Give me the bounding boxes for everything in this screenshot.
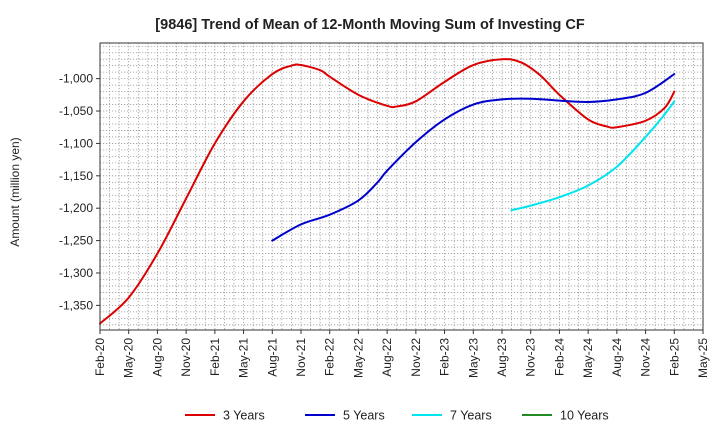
y-tick-label: -1,100 (59, 136, 93, 150)
series-line-3-years (99, 58, 676, 325)
x-tick-label: Nov-20 (179, 338, 193, 377)
x-tick-label: May-25 (696, 338, 710, 378)
x-tick-label: Feb-23 (438, 338, 452, 376)
series-layer (99, 58, 676, 325)
x-tick-label: Aug-24 (610, 338, 624, 377)
y-tick-label: -1,200 (59, 201, 93, 215)
legend-item-10-years: 10 Years (522, 409, 609, 423)
y-tick-label: -1,250 (59, 234, 93, 248)
plot-area (100, 43, 703, 330)
x-tick-label: Feb-24 (552, 338, 566, 376)
x-tick-label: May-20 (122, 338, 136, 378)
series-line-7-years (510, 100, 676, 212)
legend-label: 5 Years (343, 409, 385, 423)
y-tick-label: -1,000 (59, 72, 93, 86)
x-tick-label: Feb-20 (93, 338, 107, 376)
x-tick-label: Nov-21 (294, 338, 308, 377)
legend-label: 3 Years (223, 409, 265, 423)
x-tick-label: Aug-20 (150, 338, 164, 377)
x-tick-label: May-21 (237, 338, 251, 378)
y-tick-label: -1,300 (59, 266, 93, 280)
x-tick-label: Nov-23 (524, 338, 538, 377)
y-axis-label: Amount (million yen) (8, 137, 22, 246)
series-line-5-years (271, 73, 676, 242)
x-tick-label: Feb-22 (323, 338, 337, 376)
plot-frame (99, 42, 704, 331)
legend-item-7-years: 7 Years (412, 409, 492, 423)
legend-item-5-years: 5 Years (305, 409, 385, 423)
legend-item-3-years: 3 Years (185, 409, 265, 423)
y-tick-label: -1,150 (59, 169, 93, 183)
x-tick-label: May-22 (351, 338, 365, 378)
chart-title: [9846] Trend of Mean of 12-Month Moving … (155, 17, 585, 33)
x-tick-label: May-23 (466, 338, 480, 378)
x-tick-label: Nov-22 (409, 338, 423, 377)
axis-layer: -1,000 -1,050 -1,100 -1,150 -1,200 -1,250 -1,3… (59, 42, 710, 378)
y-tick-label: -1,050 (59, 104, 93, 118)
x-tick-label: Feb-21 (208, 338, 222, 376)
x-tick-label: Aug-21 (265, 338, 279, 377)
legend-label: 7 Years (450, 409, 492, 423)
x-tick-label: Feb-25 (667, 338, 681, 376)
grid-layer (100, 43, 703, 330)
x-tick-label: Aug-22 (380, 338, 394, 377)
x-tick-label: Nov-24 (639, 338, 653, 377)
legend: 3 Years 5 Years 7 Years 10 Years (185, 409, 609, 423)
legend-label: 10 Years (560, 409, 609, 423)
y-tick-label: -1,350 (59, 298, 93, 312)
x-tick-label: Aug-23 (495, 338, 509, 377)
x-tick-label: May-24 (581, 338, 595, 378)
